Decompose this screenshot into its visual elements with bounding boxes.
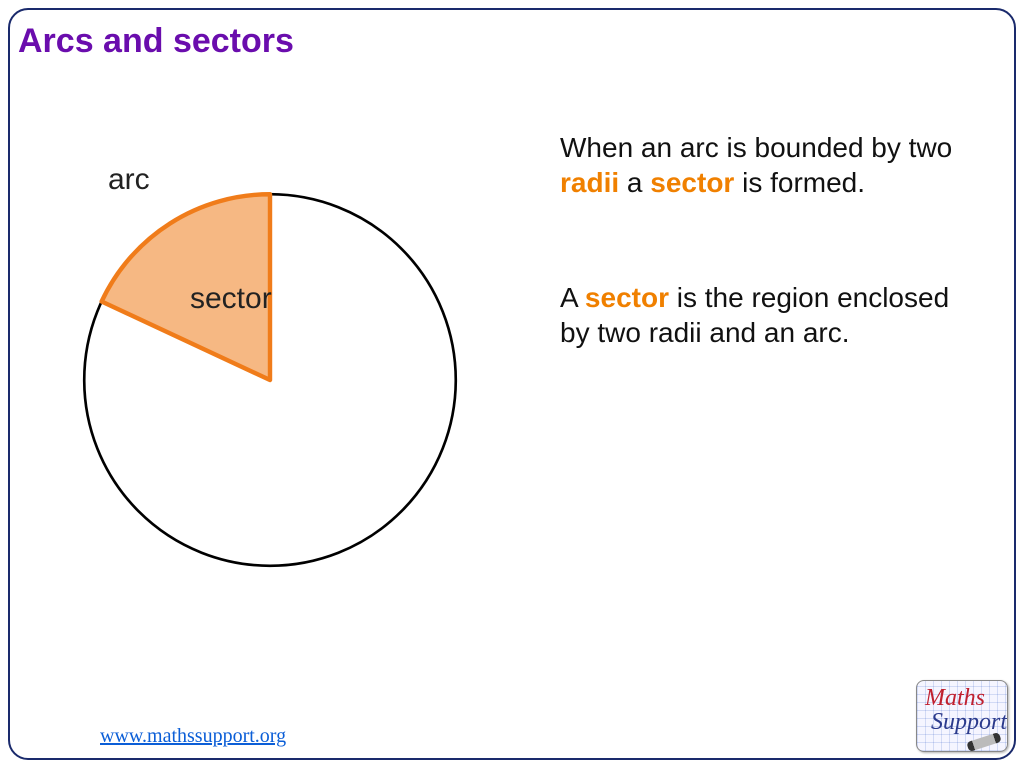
text: A bbox=[560, 282, 585, 313]
text: is formed. bbox=[734, 167, 865, 198]
page-title: Arcs and sectors bbox=[18, 22, 294, 61]
text: When an arc is bounded by two bbox=[560, 132, 952, 163]
footer-link[interactable]: www.mathssupport.org bbox=[100, 725, 286, 748]
hl-radii: radii bbox=[560, 167, 619, 198]
arc-label: arc bbox=[108, 163, 150, 197]
hl-sector: sector bbox=[650, 167, 734, 198]
text: a bbox=[619, 167, 650, 198]
hl-sector: sector bbox=[585, 282, 669, 313]
sector-diagram bbox=[40, 150, 500, 610]
definition-text-1: When an arc is bounded by two radii a se… bbox=[560, 130, 980, 200]
logo-line1: Maths bbox=[925, 685, 985, 712]
logo-badge: Maths Support bbox=[916, 680, 1008, 752]
sector-label: sector bbox=[190, 282, 272, 316]
definition-text-2: A sector is the region enclosed by two r… bbox=[560, 280, 980, 350]
